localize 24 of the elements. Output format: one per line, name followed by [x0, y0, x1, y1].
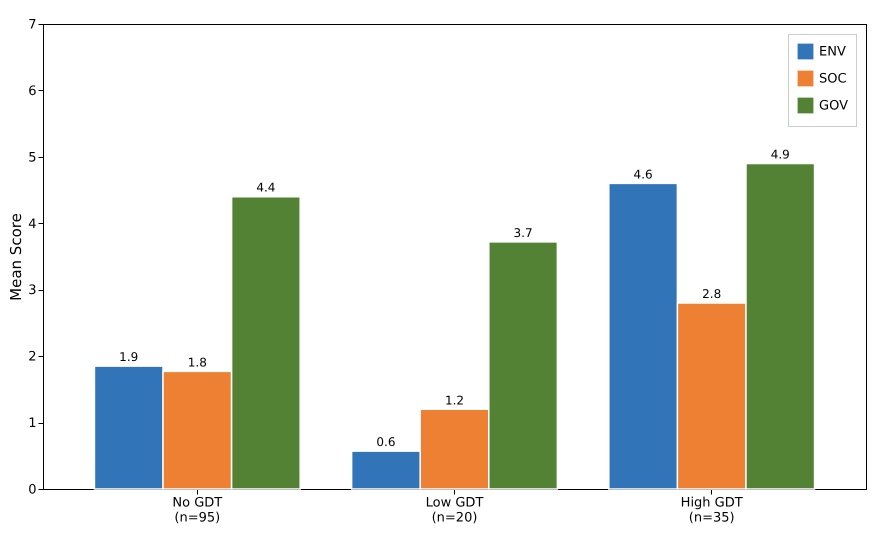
- y-tick-label: 0: [28, 482, 36, 498]
- data-label: 3.7: [514, 226, 533, 240]
- y-tick-label: 7: [28, 18, 36, 32]
- data-label: 1.9: [119, 350, 138, 364]
- x-tick-label: High GDT (n=35): [680, 496, 743, 526]
- y-tick-label: 5: [28, 150, 36, 166]
- legend-label: ENV: [819, 44, 846, 60]
- legend-label: SOC: [819, 72, 847, 86]
- x-tick-label: No GDT (n=95): [172, 496, 222, 526]
- legend-label: GOV: [819, 98, 848, 114]
- data-label: 0.6: [376, 435, 396, 450]
- y-tick-label: 6: [28, 84, 36, 99]
- data-label: 2.8: [702, 287, 722, 301]
- y-tick-label: 4: [28, 216, 36, 232]
- y-tick-label: 2: [28, 350, 36, 365]
- y-tick-label: 1: [28, 416, 36, 432]
- data-label: 4.4: [256, 180, 276, 195]
- data-label: 1.8: [188, 355, 207, 370]
- x-tick-label: Low GDT (n=20): [426, 496, 484, 526]
- y-axis-title: Mean Score: [7, 213, 26, 301]
- data-label: 4.6: [634, 167, 653, 182]
- data-label: 4.9: [770, 148, 790, 162]
- data-label: 1.2: [444, 393, 464, 408]
- y-tick-label: 3: [28, 283, 36, 298]
